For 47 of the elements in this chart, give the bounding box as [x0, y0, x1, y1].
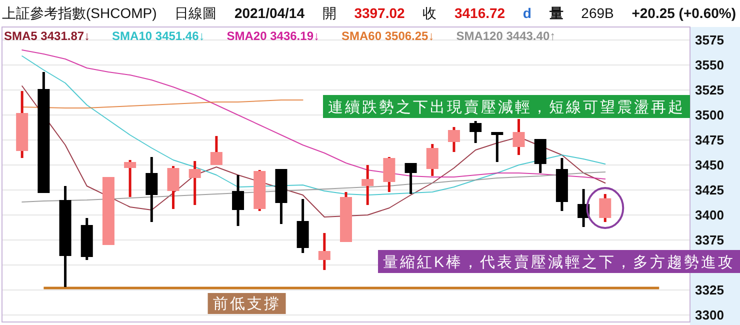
text: 3416.72	[454, 5, 506, 21]
text: 開	[322, 5, 336, 21]
text: SMA10 3451.46↓	[112, 29, 205, 43]
text: d	[522, 5, 532, 21]
candlestick	[146, 156, 158, 224]
candlestick	[512, 118, 525, 156]
candlestick	[362, 164, 374, 206]
y-tick-label: 3425	[695, 182, 724, 198]
annotation: 連續跌勢之下出現賣壓減輕，短線可望震盪再起	[328, 99, 685, 116]
candlestick	[210, 134, 222, 166]
text: 3397.02	[354, 5, 406, 21]
text: 2021/04/14	[234, 5, 305, 21]
annotation: 量縮紅K棒，代表賣壓減輕之下，多方趨勢進攻	[382, 254, 736, 271]
candlestick	[448, 126, 460, 154]
y-tick-label: 3550	[695, 58, 724, 73]
candlestick	[318, 232, 330, 272]
text: 269B	[581, 5, 614, 21]
line-series	[22, 100, 304, 108]
chart-title: 上証參考指數(SHCOMP)	[2, 5, 157, 21]
y-tick-label: 3475	[695, 132, 724, 148]
y-tick-label: 3400	[695, 208, 724, 223]
candlestick	[124, 158, 136, 198]
candlestick	[167, 164, 180, 210]
text: +20.25 (+0.60%)	[632, 5, 736, 21]
text: SMA60 3506.25↓	[342, 29, 434, 43]
candlestick	[404, 162, 417, 196]
y-tick-label: 3300	[695, 308, 724, 323]
candlestick	[188, 160, 201, 206]
text: 量	[548, 5, 564, 21]
y-tick-label: 3575	[695, 32, 724, 48]
candlestick	[232, 174, 244, 228]
y-tick-label: 3450	[695, 158, 724, 173]
text: 收	[422, 5, 437, 21]
y-tick-label: 3525	[695, 82, 724, 98]
candlestick	[470, 120, 482, 144]
text: SMA5 3431.87↓	[4, 29, 90, 43]
y-tick-label: 3500	[695, 108, 724, 123]
y-tick-label: 3325	[695, 282, 724, 298]
candlestick	[383, 156, 396, 194]
chart-subtitle: 日線圖	[174, 5, 217, 21]
text: SMA120 3443.40↑	[456, 29, 556, 43]
candlestick	[491, 130, 504, 164]
ref-line-label: 前低支撐	[212, 296, 281, 312]
candlestick	[426, 142, 438, 178]
candlestick	[599, 192, 612, 224]
text: SMA20 3436.19↓	[226, 29, 320, 43]
y-tick-label: 3375	[695, 232, 724, 248]
